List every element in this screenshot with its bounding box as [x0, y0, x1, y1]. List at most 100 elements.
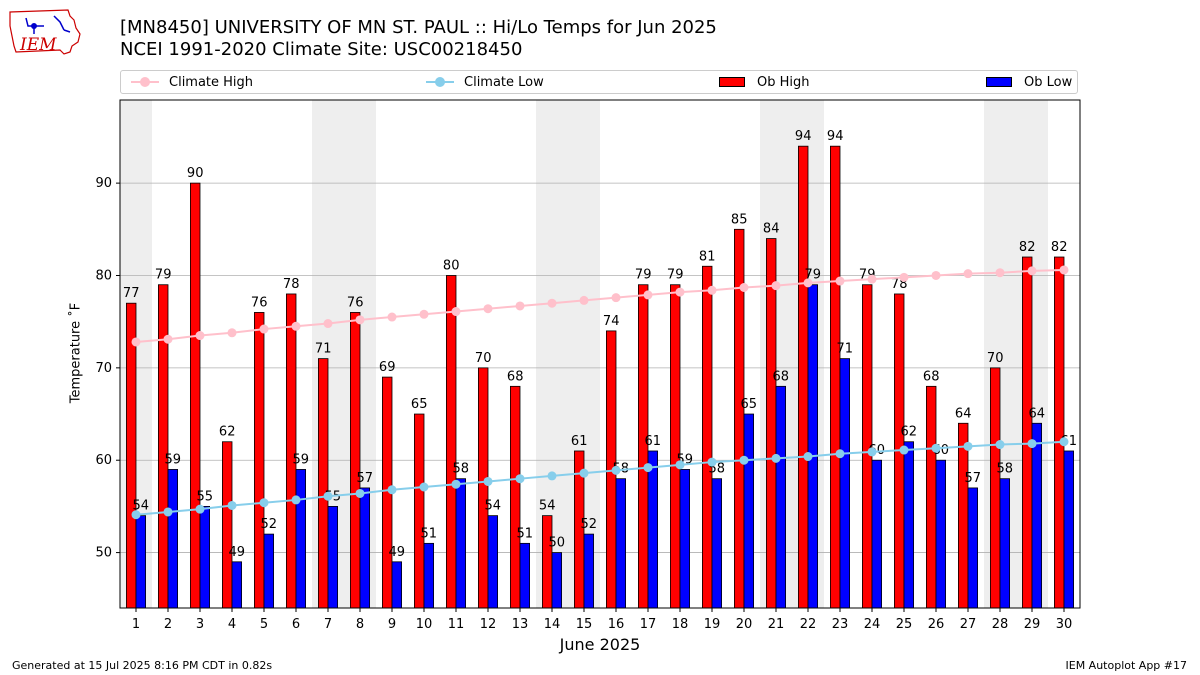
logo-text: IEM	[19, 35, 57, 55]
ob-high-label: 81	[699, 249, 716, 264]
climate-high-point	[259, 324, 269, 334]
legend-label: Climate High	[169, 74, 254, 90]
ob-low-label: 57	[357, 471, 374, 486]
climate-high-point	[867, 274, 877, 284]
ob-low-label: 58	[997, 462, 1014, 477]
climate-low-point	[227, 500, 237, 510]
y-tick-label: 90	[95, 176, 112, 191]
ob-high-label: 79	[155, 268, 172, 283]
legend-label: Climate Low	[464, 74, 544, 90]
ob-low-label: 49	[389, 545, 406, 560]
climate-high-point	[355, 315, 365, 325]
ob-low-bar	[1063, 450, 1075, 609]
ob-low-label: 57	[965, 471, 982, 486]
x-tick-label: 30	[1056, 617, 1073, 632]
x-tick-label: 22	[800, 617, 817, 632]
ob-low-label: 52	[581, 517, 598, 532]
ob-high-label: 54	[539, 499, 556, 514]
ob-low-bar	[839, 358, 851, 609]
ob-low-bar	[327, 505, 339, 609]
climate-high-point	[707, 285, 717, 295]
climate-high-point	[835, 276, 845, 286]
y-tick-label: 80	[95, 268, 112, 283]
ob-high-label: 77	[123, 286, 140, 301]
x-tick-label: 20	[736, 617, 753, 632]
climate-low-point	[803, 452, 813, 462]
climate-high-point	[131, 337, 141, 347]
x-tick-label: 5	[260, 617, 268, 632]
ob-high-bar	[157, 284, 169, 609]
ob-low-bar	[711, 478, 723, 609]
climate-low-point	[899, 445, 909, 455]
climate-low-point	[131, 510, 141, 520]
ob-low-label: 65	[741, 397, 758, 412]
ob-high-bar	[1054, 256, 1065, 609]
climate-high-point	[995, 268, 1005, 278]
y-tick-label: 50	[95, 546, 112, 561]
ob-low-label: 71	[837, 342, 854, 357]
x-tick-label: 24	[864, 617, 881, 632]
climate-high-point	[547, 298, 557, 308]
ob-high-bar	[285, 293, 297, 609]
x-tick-label: 7	[324, 617, 332, 632]
x-tick-label: 2	[164, 617, 172, 632]
ob-high-label: 68	[507, 369, 524, 384]
climate-high-line	[135, 268, 1065, 343]
ob-low-bar	[487, 515, 499, 609]
ob-low-bar	[263, 533, 275, 609]
ob-high-bar	[317, 358, 329, 609]
x-axis-label: June 2025	[559, 635, 641, 654]
ob-high-label: 64	[955, 406, 972, 421]
ob-high-label: 79	[635, 268, 652, 283]
ob-low-bar	[167, 469, 179, 609]
ob-low-bar	[967, 487, 979, 609]
climate-low-point	[483, 476, 493, 486]
climate-high-point	[963, 269, 973, 279]
ob-high-label: 85	[731, 212, 748, 227]
x-tick-label: 16	[608, 617, 625, 632]
ob-low-bar	[743, 413, 755, 609]
x-tick-label: 19	[704, 617, 721, 632]
climate-low-point	[1027, 439, 1037, 449]
chart-subtitle: NCEI 1991-2020 Climate Site: USC00218450	[120, 39, 523, 60]
ob-high-bar	[509, 385, 521, 609]
y-tick-label: 70	[95, 361, 112, 376]
legend: Climate High Climate Low Ob High Ob Low	[120, 70, 1078, 94]
ob-low-bar	[199, 505, 211, 609]
ob-high-bar	[542, 515, 553, 609]
legend-item-ob-high: Ob High	[719, 71, 810, 93]
climate-high-point	[803, 278, 813, 288]
ob-high-label: 69	[379, 360, 396, 375]
ob-low-bar	[807, 284, 819, 609]
climate-low-point	[867, 447, 877, 457]
climate-high-point	[515, 301, 525, 311]
ob-low-bar	[455, 478, 467, 609]
x-tick-label: 8	[356, 617, 364, 632]
x-tick-label: 17	[640, 617, 657, 632]
climate-high-point	[643, 290, 653, 300]
legend-label: Ob High	[757, 74, 810, 90]
ob-high-bar	[189, 182, 201, 609]
legend-swatch	[131, 77, 159, 87]
footer-app: IEM Autoplot App #17	[1065, 659, 1188, 672]
ob-high-label: 82	[1051, 240, 1068, 255]
climate-low-point	[707, 457, 717, 467]
climate-high-point	[419, 309, 429, 319]
ob-high-bar	[830, 145, 841, 609]
x-tick-label: 10	[416, 617, 433, 632]
climate-low-point	[291, 495, 301, 505]
ob-low-bar	[295, 469, 307, 609]
ob-low-label: 54	[133, 499, 150, 514]
x-tick-label: 28	[992, 617, 1009, 632]
y-tick-label: 60	[95, 453, 112, 468]
climate-low-point	[163, 507, 173, 517]
legend-item-climate-high: Climate High	[131, 71, 253, 93]
climate-low-point	[771, 453, 781, 463]
ob-high-label: 76	[347, 295, 364, 310]
ob-high-label: 65	[411, 397, 428, 412]
ob-high-label: 79	[667, 268, 684, 283]
ob-low-label: 49	[229, 545, 246, 560]
climate-low-point	[355, 488, 365, 498]
climate-low-point	[451, 479, 461, 489]
ob-high-label: 94	[827, 129, 844, 144]
